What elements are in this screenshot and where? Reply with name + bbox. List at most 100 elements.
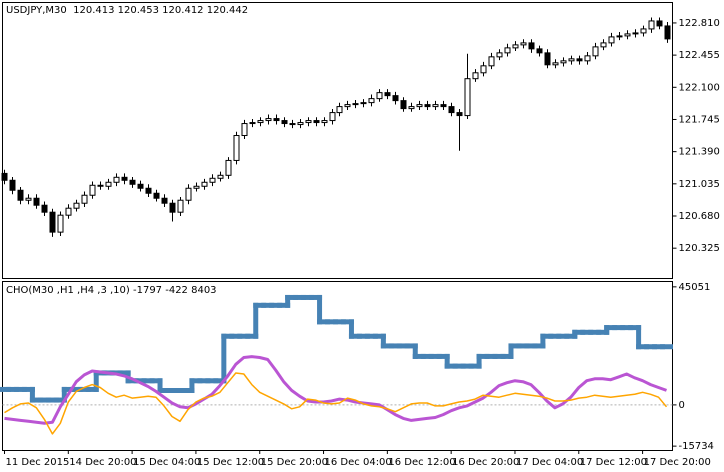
candle-body (584, 55, 591, 62)
x-tick-label: 16 Dec 04:00 (325, 457, 392, 468)
y-tick-label: 122.100 (679, 82, 720, 93)
candle-body (289, 123, 296, 126)
candle-body (456, 112, 463, 117)
y-tick-label: 45051 (679, 282, 711, 293)
price-panel (2, 2, 673, 279)
candle-body (336, 106, 343, 114)
candle-body (233, 135, 240, 161)
x-tick-label: 11 Dec 2015 (5, 457, 69, 468)
candle-body (81, 194, 88, 204)
candle-body (384, 92, 391, 97)
candle-body (568, 58, 575, 62)
x-tick-label: 15 Dec 12:00 (197, 457, 264, 468)
candle-body (544, 52, 551, 66)
candle-body (608, 36, 615, 44)
candle-body (137, 183, 144, 189)
y-tick-label: -15734 (679, 441, 714, 452)
candle-body (33, 197, 40, 206)
candle-body (664, 25, 671, 40)
y-tick-label: 120.680 (679, 211, 720, 222)
candle-body (185, 187, 192, 201)
indicator-line (4, 372, 668, 435)
y-tick-label: 121.390 (679, 147, 720, 158)
candle-body (576, 58, 583, 62)
candle-body (496, 52, 503, 58)
candle-body (65, 207, 72, 216)
y-tick-label: 122.810 (679, 18, 720, 29)
candle-body (209, 177, 216, 183)
candle-body (177, 199, 184, 213)
candle-body (313, 120, 320, 124)
candle-body (656, 20, 663, 27)
candle-body (416, 104, 423, 108)
candle-body (49, 211, 56, 233)
candle-body (408, 106, 415, 110)
candle-body (624, 33, 631, 37)
candle-body (89, 184, 96, 196)
y-tick-label: 122.455 (679, 50, 720, 61)
candle-body (9, 179, 16, 191)
candle-body (640, 28, 647, 34)
indicator-line (4, 355, 668, 425)
candle-body (376, 92, 383, 100)
candle-body (512, 44, 519, 49)
candle-body (480, 65, 487, 74)
candle-body (201, 181, 208, 187)
candle-body (97, 184, 104, 187)
candle-body (488, 56, 495, 67)
candle-body (432, 104, 439, 108)
x-tick-label: 17 Dec 20:00 (644, 457, 711, 468)
x-tick-label: 17 Dec 04:00 (516, 457, 583, 468)
candle-body (400, 100, 407, 110)
candle-body (105, 181, 112, 187)
candle-body (153, 192, 160, 199)
candle-body (265, 118, 272, 122)
candle-body (217, 174, 224, 179)
candle-body (225, 159, 232, 176)
candle-body (344, 104, 351, 108)
candle-body (41, 204, 48, 213)
candle-body (113, 176, 120, 183)
candle-body (57, 214, 64, 233)
candle-body (169, 202, 176, 213)
x-tick-label: 15 Dec 20:00 (261, 457, 328, 468)
candle-body (616, 35, 623, 38)
candle-body (241, 123, 248, 137)
candle-body (632, 32, 639, 35)
candle-body (392, 95, 399, 102)
x-tick-label: 16 Dec 12:00 (388, 457, 455, 468)
candle-body (273, 118, 280, 122)
candle-body (17, 189, 24, 201)
candle-body (472, 72, 479, 80)
candle-body (560, 60, 567, 64)
x-tick-label: 14 Dec 20:00 (69, 457, 136, 468)
candle-body (360, 102, 367, 105)
price-title: USDJPY,M30 120.413 120.453 120.412 120.4… (6, 5, 248, 16)
candle-body (592, 46, 599, 57)
candle-body (121, 176, 128, 181)
indicator-panel (2, 281, 673, 451)
candle-body (297, 122, 304, 126)
candle-body (464, 78, 471, 117)
candle-body (281, 120, 288, 125)
candle-body (329, 112, 336, 122)
candle-body (552, 62, 559, 66)
candle-body (424, 104, 431, 108)
x-tick-label: 15 Dec 04:00 (133, 457, 200, 468)
candle-body (257, 120, 264, 124)
candle-body (145, 187, 152, 194)
candle-body (1, 172, 8, 181)
candle-body (648, 20, 655, 30)
y-tick-label: 121.745 (679, 114, 720, 125)
candle-body (25, 197, 32, 201)
candle-body (536, 48, 543, 54)
candle-body (249, 122, 256, 125)
candle-body (528, 42, 535, 50)
candle-body (520, 42, 527, 46)
candle-body (305, 120, 312, 124)
indicator-title: CHO(M30 ,H1 ,H4 ,3 ,10) -1797 -422 8403 (6, 285, 217, 296)
candle-body (161, 197, 168, 204)
candle-body (129, 179, 136, 185)
candle-body (193, 185, 200, 189)
